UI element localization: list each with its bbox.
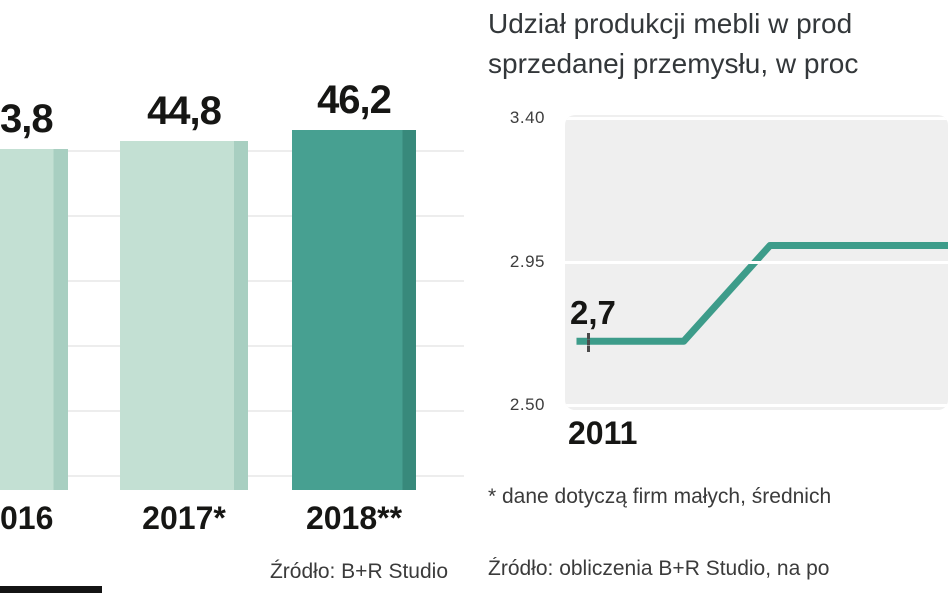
bar-value-label: 44,8 — [147, 89, 222, 133]
bar-category-label: 2017* — [142, 500, 226, 536]
trend-line — [576, 242, 948, 345]
bar-value-label: 46,2 — [317, 78, 392, 122]
bar-category-label: 2018** — [305, 500, 403, 536]
trend-line-svg — [576, 242, 948, 345]
y-axis-tick-label: 2.50 — [509, 395, 545, 414]
line-chart: Udział produkcji mebli w prod sprzedanej… — [488, 0, 948, 593]
bar-2017* — [120, 141, 248, 490]
line-chart-plot-area — [565, 115, 948, 410]
dashed-tick-mark — [587, 333, 590, 352]
x-axis-label-2011: 2011 — [568, 415, 638, 451]
bar-chart: Źródło: B+R Studio 3,8 016 44,8 2017* 46,2 20… — [0, 0, 472, 593]
bar-value-label: 3,8 — [0, 97, 54, 141]
line-chart-title: Udział produkcji mebli w prod sprzedanej… — [488, 4, 948, 84]
line-gridline-2 — [565, 260, 948, 264]
line-chart-footnote: * dane dotyczą firm małych, średnich — [488, 485, 832, 508]
line-gridline-1 — [565, 117, 948, 120]
bar-2018** — [292, 130, 416, 490]
line-start-value-label: 2,7 — [570, 294, 616, 331]
y-axis-tick-label: 3.40 — [509, 108, 545, 127]
line-chart-source: Źródło: obliczenia B+R Studio, na po — [488, 557, 830, 580]
line-chart-title-line2: sprzedanej przemysłu, w proc — [488, 48, 859, 79]
line-chart-title-line1: Udział produkcji mebli w prod — [488, 8, 853, 39]
y-axis-tick-label: 2.95 — [509, 251, 545, 271]
cropped-ui-fragment — [0, 586, 102, 593]
bar-category-label: 016 — [0, 500, 54, 536]
bar-2016 — [0, 149, 68, 490]
bar-chart-source: Źródło: B+R Studio — [269, 560, 448, 583]
line-gridline-3 — [565, 404, 948, 407]
